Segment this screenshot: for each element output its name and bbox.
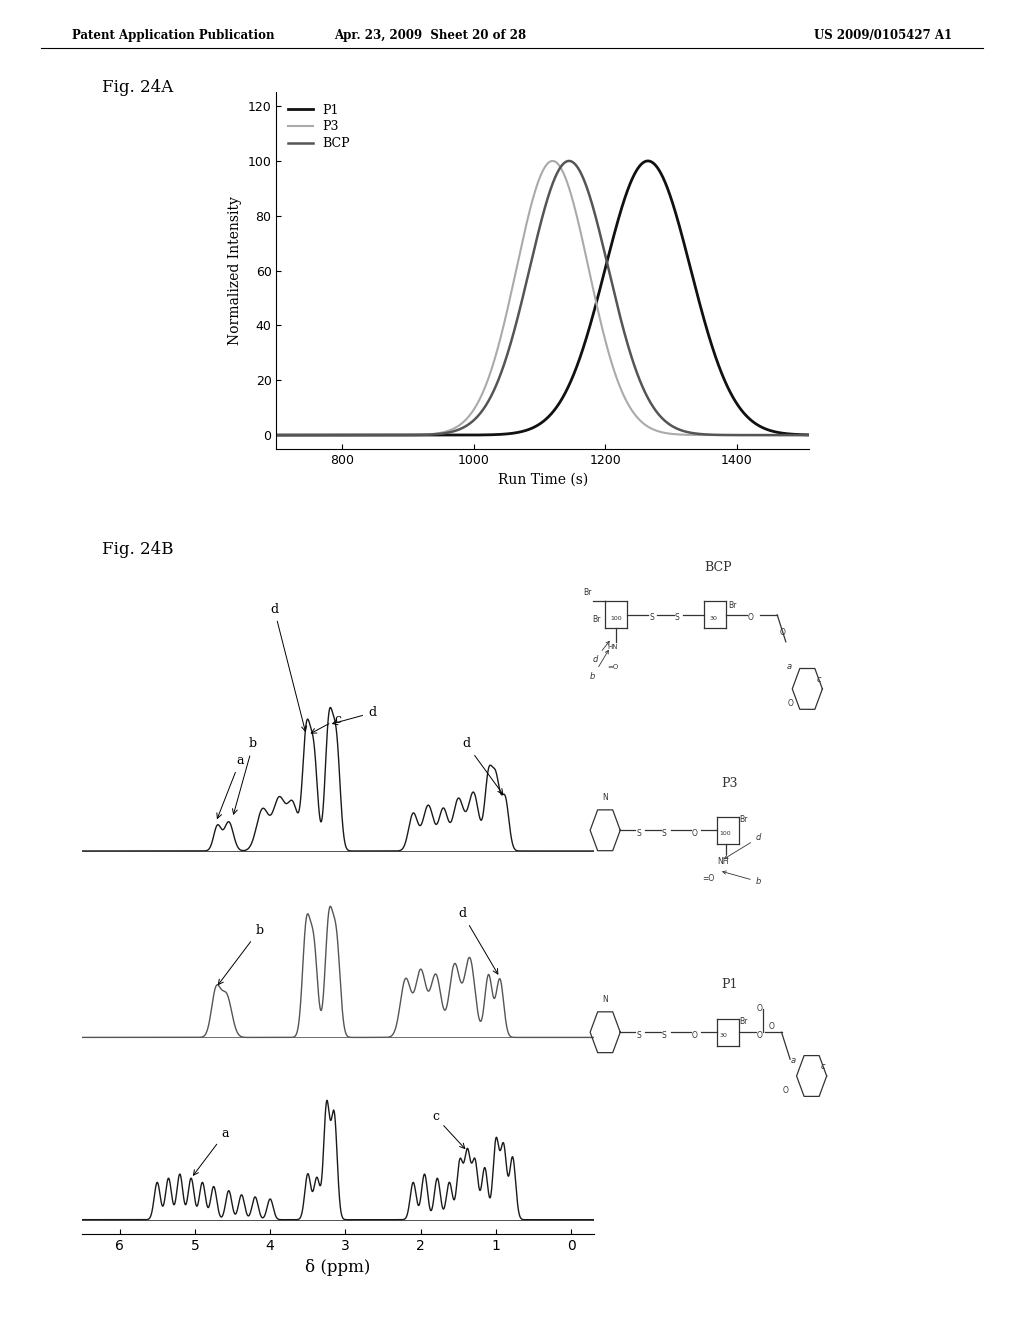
Text: a: a <box>217 754 244 818</box>
BCP <box>809 428 821 444</box>
Text: a: a <box>791 1056 796 1064</box>
Text: O: O <box>757 1031 763 1040</box>
P3 <box>477 384 489 400</box>
P3 <box>741 428 754 444</box>
Text: S: S <box>636 1031 641 1040</box>
Text: Apr. 23, 2009  Sheet 20 of 28: Apr. 23, 2009 Sheet 20 of 28 <box>334 29 526 42</box>
Text: P1: P1 <box>721 978 738 991</box>
P1 <box>501 426 513 442</box>
BCP <box>477 401 489 417</box>
Text: HN: HN <box>607 644 617 649</box>
X-axis label: δ (ppm): δ (ppm) <box>305 1258 371 1275</box>
BCP <box>364 428 376 444</box>
Text: d: d <box>333 706 376 725</box>
Text: US 2009/0105427 A1: US 2009/0105427 A1 <box>814 29 952 42</box>
BCP <box>799 428 811 444</box>
Text: Fig. 24A: Fig. 24A <box>102 79 174 96</box>
BCP <box>501 348 513 364</box>
P1 <box>799 426 811 442</box>
Text: Br: Br <box>592 615 601 623</box>
X-axis label: Run Time (s): Run Time (s) <box>498 473 588 486</box>
P3 <box>270 428 283 444</box>
BCP <box>563 153 575 169</box>
Text: O: O <box>757 1003 763 1012</box>
Text: c: c <box>432 1110 465 1148</box>
Text: d: d <box>592 642 609 664</box>
P3 <box>501 305 513 321</box>
Text: O: O <box>692 829 698 838</box>
BCP <box>332 428 344 444</box>
Text: a: a <box>194 1127 228 1175</box>
Text: d: d <box>459 907 498 974</box>
Text: Br: Br <box>728 601 736 610</box>
Text: 100: 100 <box>610 616 622 622</box>
Text: 30: 30 <box>719 1034 727 1038</box>
Text: c: c <box>820 1063 825 1072</box>
P3 <box>809 428 821 444</box>
Text: P3: P3 <box>721 776 738 789</box>
Text: O: O <box>692 1031 698 1040</box>
Text: 30: 30 <box>710 616 717 622</box>
BCP <box>270 428 283 444</box>
Text: b: b <box>723 871 761 886</box>
Legend: P1, P3, BCP: P1, P3, BCP <box>283 99 355 156</box>
Text: 100: 100 <box>719 832 731 836</box>
Text: BCP: BCP <box>705 561 732 574</box>
P1 <box>741 409 754 425</box>
Text: b: b <box>232 738 257 814</box>
Text: S: S <box>662 1031 667 1040</box>
Text: N: N <box>602 793 608 803</box>
Text: b: b <box>218 924 263 985</box>
Line: BCP: BCP <box>276 161 815 436</box>
Line: P3: P3 <box>276 161 815 436</box>
P1 <box>270 428 283 444</box>
Text: Fig. 24B: Fig. 24B <box>102 541 174 558</box>
Text: O: O <box>788 698 794 708</box>
P1 <box>642 153 654 169</box>
Text: c: c <box>817 675 821 684</box>
Text: NH: NH <box>717 857 728 866</box>
Text: Patent Application Publication: Patent Application Publication <box>72 29 274 42</box>
Line: P1: P1 <box>276 161 815 436</box>
Text: S: S <box>662 829 667 838</box>
P3 <box>799 428 811 444</box>
Text: =O: =O <box>607 664 618 669</box>
Text: Br: Br <box>584 587 592 597</box>
Text: O: O <box>782 1086 788 1094</box>
P1 <box>809 428 821 444</box>
Text: O: O <box>769 1022 774 1031</box>
Text: =O: =O <box>702 874 714 883</box>
Text: c: c <box>311 713 341 733</box>
P1 <box>364 428 376 444</box>
P1 <box>477 426 489 442</box>
Text: d: d <box>270 603 306 731</box>
P3 <box>332 428 344 444</box>
BCP <box>741 428 754 444</box>
Text: Br: Br <box>739 1018 748 1026</box>
Text: S: S <box>675 614 680 622</box>
Text: O: O <box>779 628 785 638</box>
Text: b: b <box>590 651 608 681</box>
Text: a: a <box>786 661 792 671</box>
P1 <box>332 428 344 444</box>
Text: d: d <box>462 738 503 795</box>
P3 <box>547 153 559 169</box>
Y-axis label: Normalized Intensity: Normalized Intensity <box>228 197 243 345</box>
Text: S: S <box>636 829 641 838</box>
P3 <box>364 428 376 444</box>
Text: S: S <box>649 614 653 622</box>
Text: N: N <box>602 995 608 1005</box>
Text: O: O <box>748 614 754 622</box>
Text: Br: Br <box>739 816 748 824</box>
Text: d: d <box>724 833 761 858</box>
